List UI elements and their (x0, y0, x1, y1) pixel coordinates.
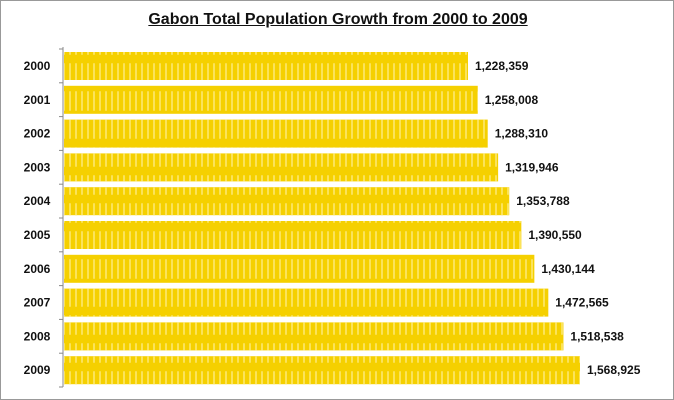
category-label: 2009 (24, 363, 51, 377)
bar-pattern-2001 (64, 85, 478, 114)
chart-title: Gabon Total Population Growth from 2000 … (148, 11, 528, 28)
bar-pattern-2004 (64, 187, 510, 216)
data-label: 1,228,359 (475, 59, 529, 73)
category-label: 2001 (24, 93, 51, 107)
data-label: 1,518,538 (570, 329, 624, 343)
bar-pattern-2005 (64, 221, 522, 249)
data-label: 1,319,946 (505, 160, 559, 174)
category-label: 2006 (24, 262, 51, 276)
data-label: 1,353,788 (516, 194, 570, 208)
bar-pattern-2008 (64, 322, 564, 351)
category-label: 2007 (24, 296, 51, 310)
data-label: 1,430,144 (541, 262, 595, 276)
category-label: 2008 (24, 329, 51, 343)
data-label: 1,390,550 (528, 228, 582, 242)
data-label: 1,288,310 (495, 127, 549, 141)
category-label: 2005 (24, 228, 51, 242)
bar-pattern-2009 (64, 356, 580, 385)
data-label: 1,472,565 (555, 296, 609, 310)
bar-pattern-2003 (64, 153, 499, 182)
category-label: 2002 (24, 127, 51, 141)
bar-pattern-2006 (64, 254, 535, 283)
category-label: 2000 (24, 59, 51, 73)
category-label: 2004 (24, 194, 51, 208)
data-label: 1,568,925 (587, 363, 641, 377)
bar-pattern-2000 (64, 52, 468, 80)
category-label: 2003 (24, 160, 51, 174)
bar-pattern-2007 (64, 288, 549, 317)
data-label: 1,258,008 (485, 93, 539, 107)
bar-pattern-2002 (64, 119, 488, 148)
